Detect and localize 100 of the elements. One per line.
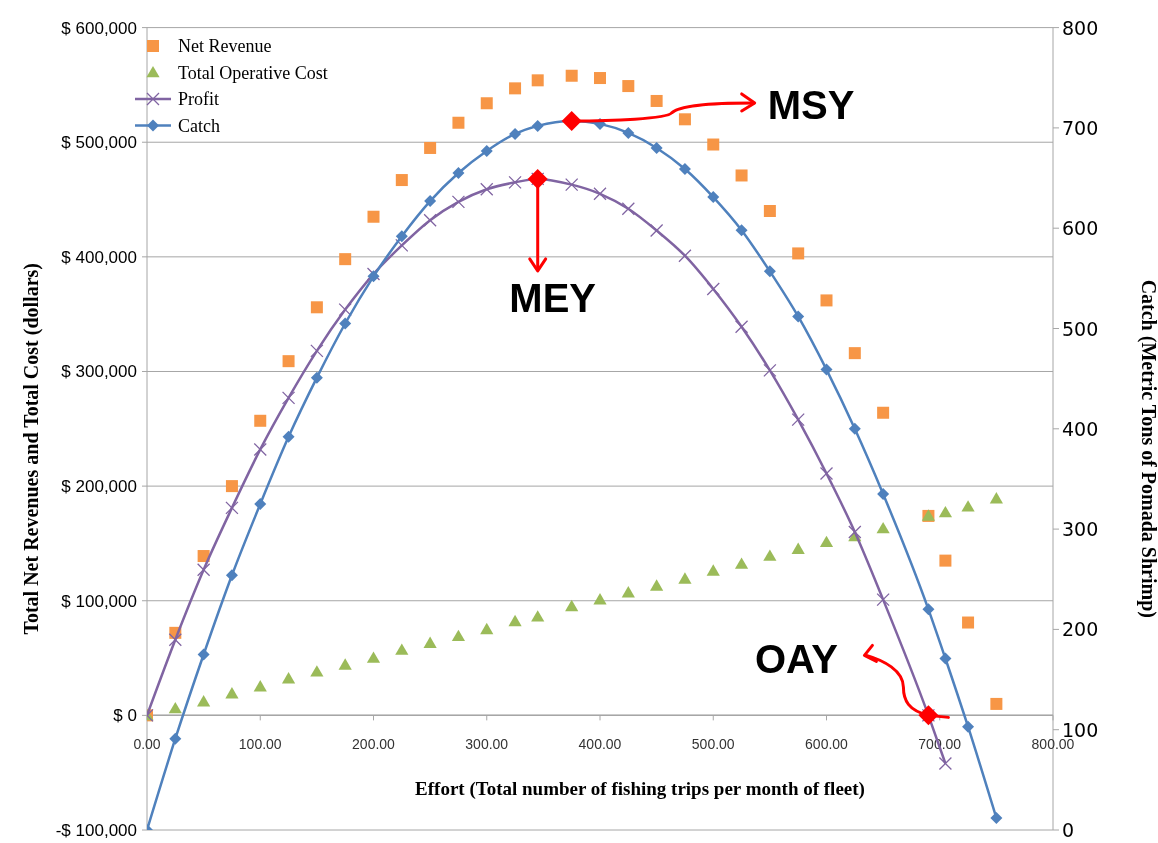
point xyxy=(367,210,380,223)
point xyxy=(763,549,777,561)
point xyxy=(848,347,861,360)
point xyxy=(531,74,544,87)
point xyxy=(480,622,494,635)
y-tick-label: -$ 100,000 xyxy=(55,821,137,840)
point xyxy=(310,665,324,677)
point xyxy=(622,80,635,93)
point xyxy=(791,542,805,554)
y2-tick-label: 600 xyxy=(1062,217,1099,240)
point xyxy=(763,205,776,218)
x-tick-label: 600.00 xyxy=(805,736,849,753)
point xyxy=(650,579,664,591)
point xyxy=(225,480,238,493)
y2-tick-label: 500 xyxy=(1062,317,1099,340)
y2-tick-label: 700 xyxy=(1062,116,1099,139)
point xyxy=(820,363,833,376)
point xyxy=(990,697,1003,710)
y2-tick-label: 800 xyxy=(1062,16,1099,39)
point xyxy=(254,498,267,511)
point xyxy=(939,554,952,567)
point xyxy=(650,94,663,107)
annotation: MSY xyxy=(767,82,855,127)
point xyxy=(395,643,409,655)
y2-tick-label: 400 xyxy=(1062,417,1099,440)
legend-label: Total Operative Cost xyxy=(178,62,328,83)
y-tick-label: $ 300,000 xyxy=(61,362,137,382)
point xyxy=(820,294,833,307)
point xyxy=(792,247,805,260)
point xyxy=(531,119,544,132)
point xyxy=(622,126,635,139)
point xyxy=(452,116,465,129)
y-tick-label: $ 500,000 xyxy=(61,133,137,153)
x-tick-label: 800.00 xyxy=(1031,736,1075,753)
point xyxy=(310,344,324,358)
x-tick-label: 0.00 xyxy=(133,736,161,753)
point xyxy=(565,69,578,82)
point xyxy=(763,363,777,377)
point xyxy=(253,442,267,457)
point xyxy=(480,144,493,157)
point xyxy=(565,177,579,192)
point xyxy=(791,412,805,427)
point xyxy=(253,680,267,692)
point xyxy=(338,658,352,670)
point xyxy=(423,636,437,648)
x-tick-label: 500.00 xyxy=(691,736,735,753)
legend-label: Profit xyxy=(178,89,220,109)
point xyxy=(678,163,691,176)
point xyxy=(621,202,635,216)
point xyxy=(706,564,720,576)
y-tick-label: $ 0 xyxy=(113,706,137,726)
x-tick-label: 300.00 xyxy=(465,736,509,753)
point xyxy=(225,569,238,582)
point xyxy=(395,230,408,243)
point xyxy=(938,505,953,518)
point xyxy=(594,72,606,85)
y2-tick-label: 0 xyxy=(1062,819,1075,841)
point xyxy=(366,651,381,663)
point xyxy=(819,466,834,481)
point xyxy=(225,686,239,699)
point xyxy=(424,141,437,154)
point xyxy=(707,191,720,204)
point xyxy=(734,320,749,334)
point xyxy=(281,672,296,684)
point xyxy=(819,535,834,548)
point xyxy=(621,586,635,598)
x-tick-label: 200.00 xyxy=(352,736,396,753)
point xyxy=(508,614,522,627)
point xyxy=(735,224,748,237)
point xyxy=(650,141,663,154)
point xyxy=(310,301,323,314)
point xyxy=(169,732,182,745)
point xyxy=(197,648,210,661)
point xyxy=(989,492,1003,504)
point xyxy=(939,652,952,665)
point xyxy=(962,720,975,733)
x-tick-label: 400.00 xyxy=(578,736,622,753)
annotation: OAY xyxy=(754,637,839,682)
point xyxy=(451,629,466,642)
x-tick-label: 100.00 xyxy=(238,736,282,753)
point xyxy=(876,592,890,607)
point xyxy=(962,616,975,629)
y2-axis-title: Catch (Metric Tons of Pomada Shrimp) xyxy=(1137,279,1158,618)
y2-tick-label: 300 xyxy=(1062,518,1099,541)
point xyxy=(282,430,295,443)
point xyxy=(339,253,352,266)
point xyxy=(452,167,465,180)
point xyxy=(678,572,692,584)
point xyxy=(877,406,890,419)
point xyxy=(339,317,352,330)
point xyxy=(961,500,975,512)
point xyxy=(593,187,607,201)
point xyxy=(763,265,776,278)
point xyxy=(423,213,437,227)
point xyxy=(509,127,522,140)
point xyxy=(168,701,182,714)
point xyxy=(310,371,323,384)
y-tick-label: $ 600,000 xyxy=(61,18,137,38)
legend-label: Net Revenue xyxy=(178,36,272,56)
point xyxy=(424,195,437,208)
